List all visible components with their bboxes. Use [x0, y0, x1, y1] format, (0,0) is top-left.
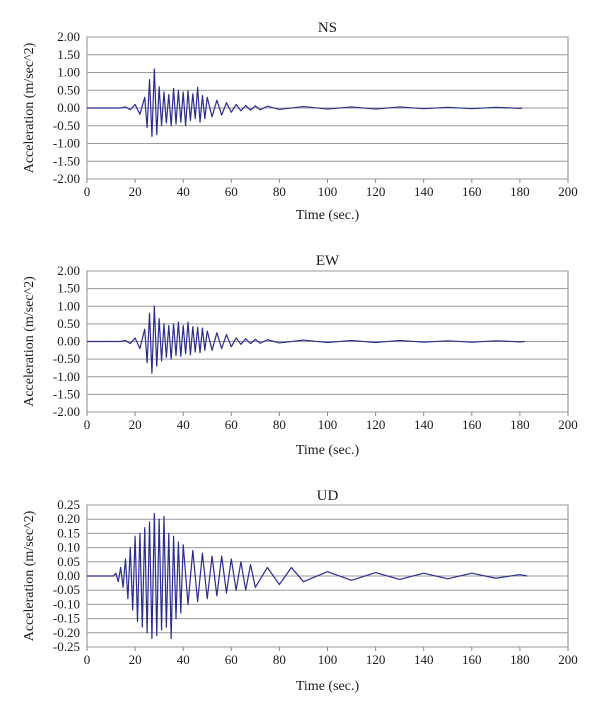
x-tick-label: 160	[462, 652, 482, 667]
x-tick-label: 160	[462, 417, 482, 432]
x-tick-label: 200	[558, 652, 578, 667]
y-axis-title: Acceleration (m/sec^2)	[22, 510, 37, 641]
x-tick-label: 0	[84, 417, 91, 432]
chart-title: NS	[318, 20, 337, 36]
series-line	[87, 305, 525, 374]
x-tick-label: 20	[129, 652, 142, 667]
y-tick-label: 1.50	[57, 47, 80, 62]
x-tick-label: 20	[129, 417, 142, 432]
x-tick-label: 100	[318, 417, 338, 432]
x-axis-title: Time (sec.)	[296, 208, 360, 223]
y-tick-label: -0.50	[53, 351, 80, 366]
chart-panel-ew: -2.00 -1.50 -1.00 -0.50 0.00 0.50 1.00 1.50 2.00…	[22, 253, 578, 458]
x-tick-label: 120	[366, 417, 386, 432]
x-tick-label: 180	[510, 652, 530, 667]
y-tick-label: 1.00	[57, 65, 80, 80]
y-tick-label: 0.20	[57, 511, 80, 526]
y-tick-label: 0.15	[57, 525, 80, 540]
y-tick-label: -0.15	[53, 611, 80, 626]
x-tick-label: 180	[510, 417, 530, 432]
x-tick-label: 20	[129, 184, 142, 199]
x-tick-label: 40	[177, 652, 190, 667]
x-tick-label: 120	[366, 652, 386, 667]
y-tick-label: 1.00	[57, 298, 80, 313]
x-tick-label: 140	[414, 184, 434, 199]
y-tick-label: 0.00	[57, 100, 80, 115]
y-axis-title: Acceleration (m/sec^2)	[22, 42, 37, 173]
y-tick-label: 0.25	[57, 497, 80, 512]
y-tick-label: 1.50	[57, 281, 80, 296]
y-axis-title: Acceleration (m/sec^2)	[22, 276, 37, 407]
y-tick-label: -0.25	[53, 639, 80, 654]
y-tick-label: -0.50	[53, 118, 80, 133]
x-tick-label: 200	[558, 417, 578, 432]
x-tick-label: 40	[177, 184, 190, 199]
x-tick-label: 60	[225, 652, 238, 667]
x-tick-label: 80	[273, 652, 286, 667]
x-tick-label: 120	[366, 184, 386, 199]
x-tick-label: 180	[510, 184, 530, 199]
x-tick-label: 140	[414, 652, 434, 667]
y-tick-label: -0.05	[53, 582, 80, 597]
y-tick-label: -1.50	[53, 386, 80, 401]
y-tick-label: -1.50	[53, 153, 80, 168]
x-tick-label: 200	[558, 184, 578, 199]
y-tick-label: 0.50	[57, 316, 80, 331]
y-tick-label: -0.10	[53, 596, 80, 611]
x-tick-label: 140	[414, 417, 434, 432]
y-tick-label: 0.05	[57, 554, 80, 569]
x-tick-label: 100	[318, 184, 338, 199]
x-tick-label: 40	[177, 417, 190, 432]
chart-title: EW	[316, 253, 340, 269]
series-line	[87, 512, 528, 640]
y-tick-label: 2.00	[57, 263, 80, 278]
y-tick-label: 0.50	[57, 82, 80, 97]
x-tick-label: 0	[84, 652, 91, 667]
y-tick-label: 0.00	[57, 334, 80, 349]
x-tick-label: 0	[84, 184, 91, 199]
x-axis-title: Time (sec.)	[296, 679, 360, 694]
x-tick-label: 60	[225, 184, 238, 199]
series-line	[87, 68, 523, 137]
y-tick-label: -2.00	[53, 171, 80, 186]
x-tick-label: 100	[318, 652, 338, 667]
y-tick-label: -1.00	[53, 136, 80, 151]
chart-panel-ud: -0.25-0.20-0.15-0.10-0.050.000.050.100.1…	[22, 488, 578, 694]
y-tick-label: 2.00	[57, 29, 80, 44]
chart-panel-ns: -2.00 -1.50 -1.00 -0.50 0.00 0.50 1.00 1.50 2.00…	[22, 20, 578, 223]
x-tick-label: 80	[273, 417, 286, 432]
x-axis-title: Time (sec.)	[296, 443, 360, 458]
y-tick-label: 0.00	[57, 568, 80, 583]
chart-title: UD	[317, 488, 339, 504]
y-tick-label: -0.20	[53, 625, 80, 640]
y-tick-label: -2.00	[53, 404, 80, 419]
y-tick-label: -1.00	[53, 369, 80, 384]
x-tick-label: 80	[273, 184, 286, 199]
y-tick-label: 0.10	[57, 540, 80, 555]
x-tick-label: 60	[225, 417, 238, 432]
x-tick-label: 160	[462, 184, 482, 199]
